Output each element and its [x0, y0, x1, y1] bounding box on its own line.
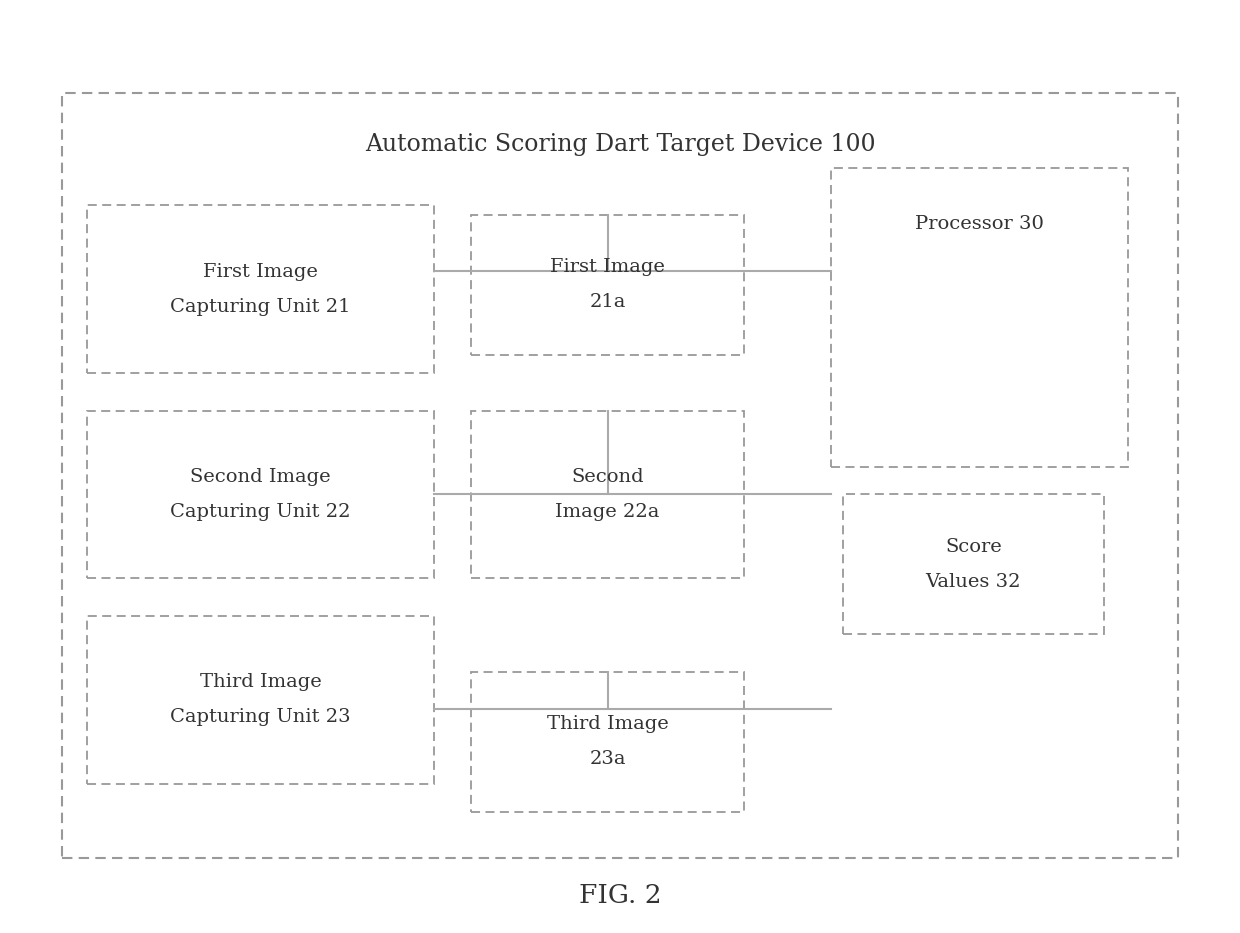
Text: Capturing Unit 23: Capturing Unit 23 [170, 708, 351, 727]
FancyBboxPatch shape [62, 93, 1178, 858]
FancyBboxPatch shape [471, 215, 744, 355]
Text: First Image: First Image [551, 258, 665, 276]
Text: Score: Score [945, 537, 1002, 556]
Text: FIG. 2: FIG. 2 [579, 884, 661, 908]
FancyBboxPatch shape [471, 411, 744, 578]
Text: Processor 30: Processor 30 [915, 215, 1044, 233]
Text: Capturing Unit 22: Capturing Unit 22 [170, 503, 351, 522]
Text: 23a: 23a [589, 750, 626, 769]
Text: Second Image: Second Image [190, 467, 331, 486]
Text: Second: Second [572, 467, 644, 486]
Text: Third Image: Third Image [547, 715, 668, 733]
FancyBboxPatch shape [87, 616, 434, 784]
Text: Automatic Scoring Dart Target Device 100: Automatic Scoring Dart Target Device 100 [365, 133, 875, 156]
FancyBboxPatch shape [843, 494, 1104, 634]
Text: 21a: 21a [589, 293, 626, 312]
FancyBboxPatch shape [87, 205, 434, 373]
FancyBboxPatch shape [87, 411, 434, 578]
Text: First Image: First Image [203, 262, 317, 281]
Text: Third Image: Third Image [200, 673, 321, 691]
FancyBboxPatch shape [471, 672, 744, 812]
FancyBboxPatch shape [831, 168, 1128, 466]
Text: Image 22a: Image 22a [556, 503, 660, 522]
Text: Values 32: Values 32 [925, 573, 1022, 592]
Text: Capturing Unit 21: Capturing Unit 21 [170, 298, 351, 316]
